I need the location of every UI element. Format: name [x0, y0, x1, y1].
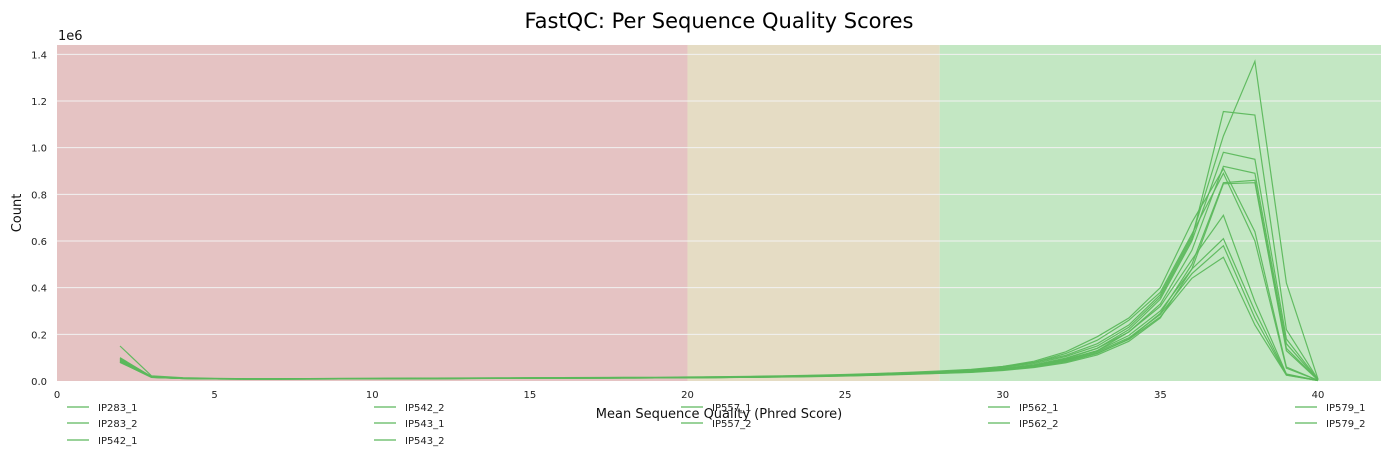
x-tick-label: 40: [1312, 390, 1325, 401]
zone-0: [57, 45, 688, 381]
legend-entry: IP542_1: [98, 436, 137, 447]
zone-1: [687, 45, 940, 381]
legend-entry: IP557_1: [712, 403, 751, 414]
zone-2: [939, 45, 1381, 381]
y-axis-multiplier: 1e6: [58, 29, 83, 44]
legend-entry: IP542_2: [405, 403, 444, 414]
y-tick-label: 1.0: [31, 144, 47, 155]
x-tick-label: 15: [523, 390, 536, 401]
chart-title: FastQC: Per Sequence Quality Scores: [524, 9, 913, 33]
legend-entry: IP283_1: [98, 403, 137, 414]
legend-entry: IP543_1: [405, 419, 444, 430]
series-lines: [119, 59, 1319, 382]
legend: IP283_1 IP283_2 IP542_1 IP542_2 IP543_1 IP543…: [67, 403, 1365, 447]
legend-entry: IP562_1: [1019, 403, 1058, 414]
y-tick-label: 0.6: [31, 237, 47, 248]
x-tick-label: 35: [1154, 390, 1167, 401]
legend-entry: IP557_2: [712, 419, 751, 430]
x-axis-ticks: 0 5 10 15 20 25 30 35 40: [54, 390, 1325, 401]
y-axis-ticks: 0.0 0.2 0.4 0.6 0.8 1.0 1.2 1.4: [31, 50, 47, 388]
x-axis-label: Mean Sequence Quality (Phred Score): [596, 407, 842, 422]
y-tick-label: 1.4: [31, 50, 47, 61]
legend-entry: IP283_2: [98, 419, 137, 430]
series-line-IP579_2: [119, 256, 1319, 382]
y-tick-label: 0.4: [31, 284, 47, 295]
x-tick-label: 0: [54, 390, 60, 401]
legend-entry: IP579_1: [1326, 403, 1365, 414]
x-tick-label: 5: [211, 390, 217, 401]
grid-lines: [57, 53, 1381, 335]
y-tick-label: 0.0: [31, 377, 47, 388]
y-tick-label: 0.8: [31, 190, 47, 201]
x-tick-label: 25: [839, 390, 852, 401]
x-tick-label: 20: [681, 390, 694, 401]
x-tick-label: 30: [996, 390, 1009, 401]
legend-entry: IP562_2: [1019, 419, 1058, 430]
legend-entry: IP579_2: [1326, 419, 1365, 430]
y-tick-label: 0.2: [31, 330, 47, 341]
y-axis-label: Count: [10, 194, 25, 233]
y-tick-label: 1.2: [31, 97, 47, 108]
legend-entry: IP543_2: [405, 436, 444, 447]
x-tick-label: 10: [366, 390, 379, 401]
quality-zones: [57, 45, 1381, 381]
